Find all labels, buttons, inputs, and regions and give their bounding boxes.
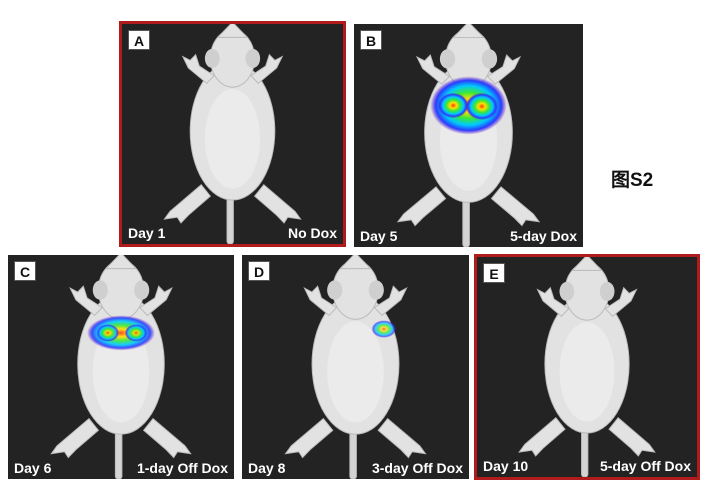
treatment-label: 5-day Dox [510,228,577,244]
mouse-image [122,24,343,244]
bioluminescence-signal [87,315,155,351]
day-label: Day 6 [14,460,52,476]
panel-a: A Day 1 No Dox [119,21,346,247]
panel-b: B Day 5 5-day Dox [354,24,583,247]
treatment-label: No Dox [288,225,337,241]
panel-e: E Day 10 5-day Off Dox [474,254,700,480]
panel-letter: D [248,261,270,281]
mouse-image [8,255,234,479]
mouse-image [477,257,697,477]
day-label: Day 10 [483,458,529,474]
panel-letter: B [360,30,382,50]
panel-c: C Day 6 1-day Off Dox [8,255,234,479]
panel-letter: E [483,263,505,283]
panel-letter: C [14,261,36,281]
day-label: Day 1 [128,225,166,241]
treatment-label: 1-day Off Dox [136,460,228,476]
figure-label: 图S2 [611,170,654,191]
panel-letter: A [128,30,150,50]
bioluminescence-signal [371,320,397,338]
day-label: Day 5 [360,228,398,244]
treatment-label: 3-day Off Dox [371,460,463,476]
mouse-image [354,24,583,247]
mouse-image [242,255,469,479]
treatment-label: 5-day Off Dox [599,458,691,474]
bioluminescence-signal [430,76,507,135]
panel-d: D Day 8 3-day Off Dox [242,255,469,479]
day-label: Day 8 [248,460,286,476]
